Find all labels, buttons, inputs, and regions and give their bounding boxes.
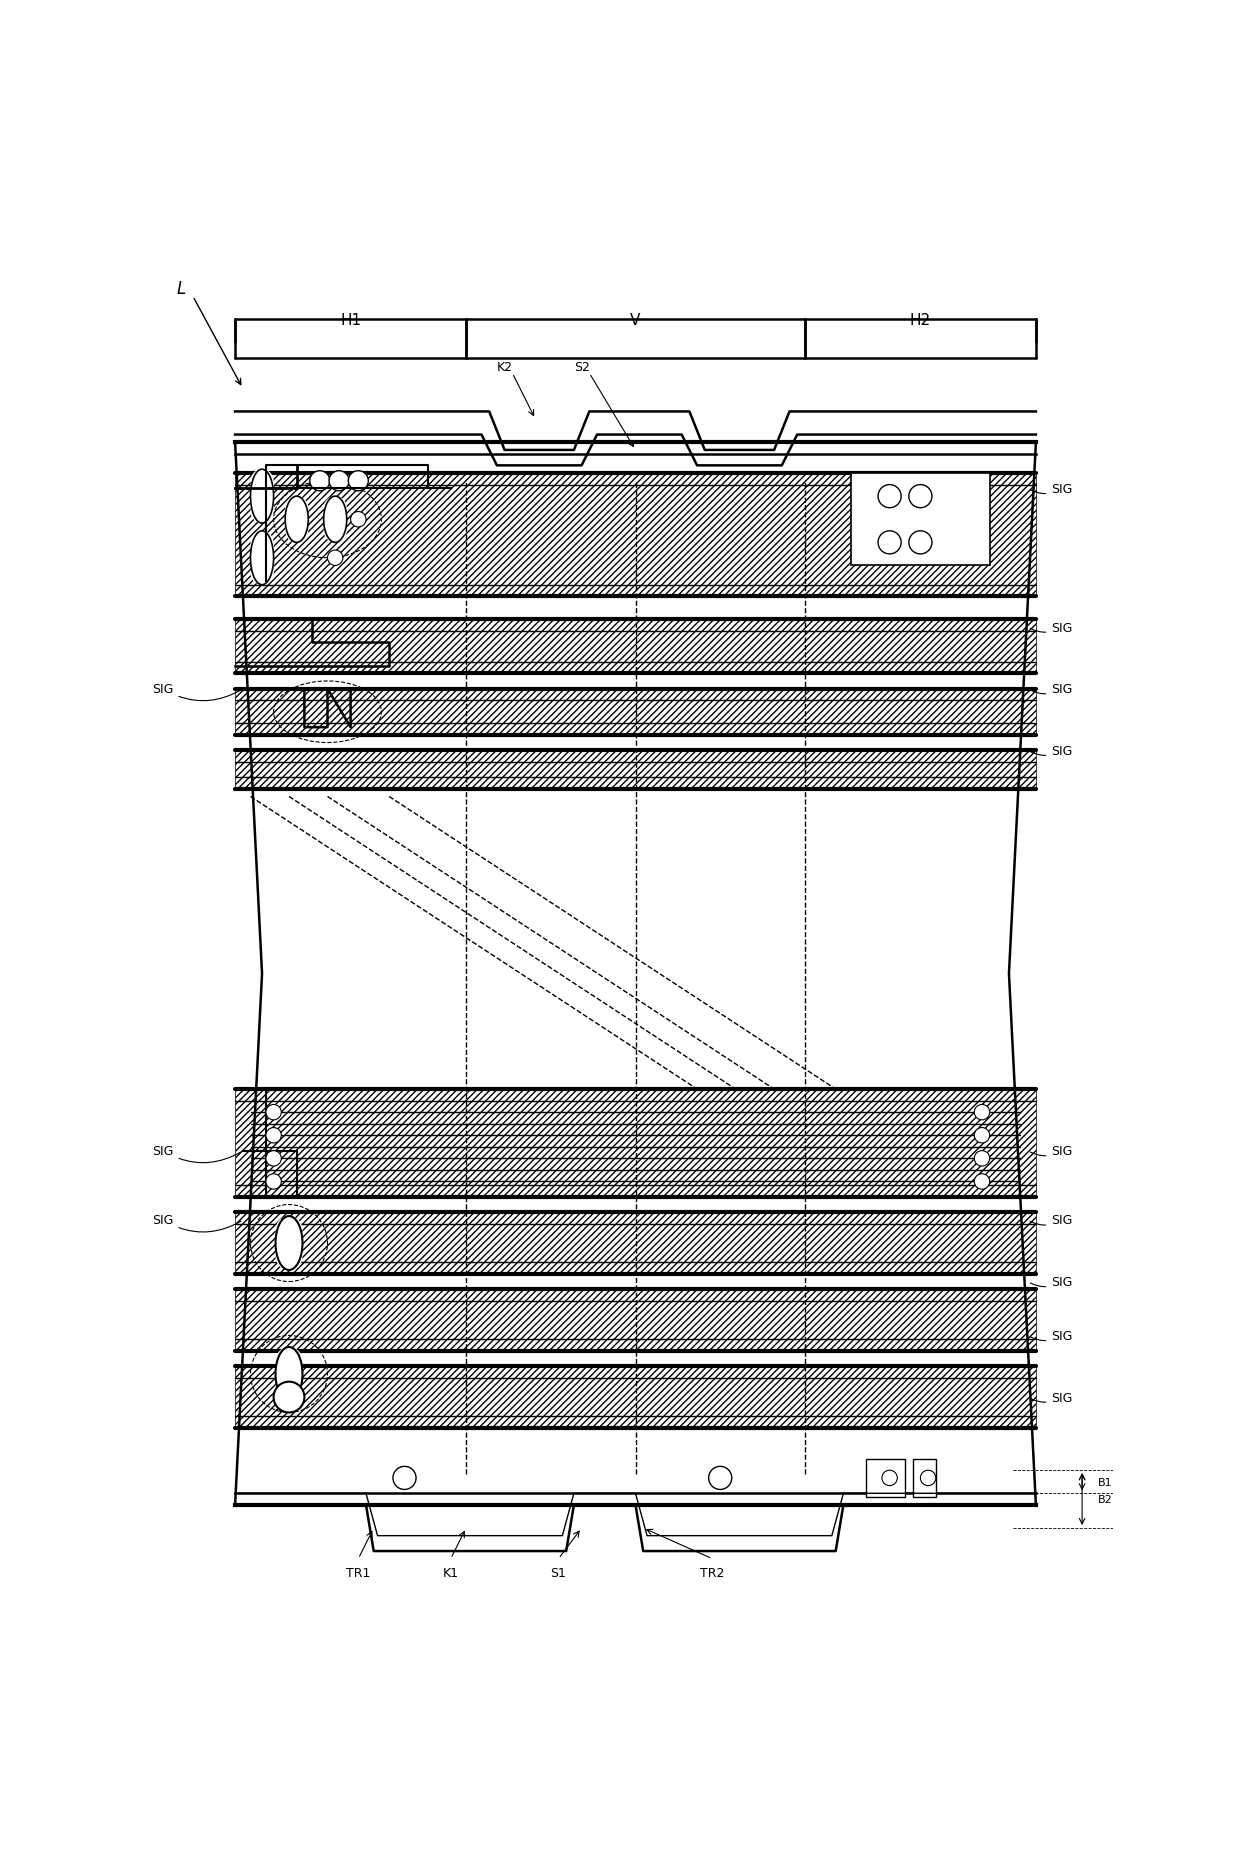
Text: S2: S2 [574,362,589,375]
Circle shape [920,1471,936,1486]
Text: TR1: TR1 [346,1566,371,1579]
Text: SIG: SIG [1030,1144,1073,1158]
Text: K2: K2 [496,362,512,375]
Bar [324,509,347,531]
Circle shape [250,501,274,524]
Bar [236,690,1035,736]
Circle shape [275,1374,303,1402]
Circle shape [274,1381,304,1413]
Circle shape [265,1152,281,1167]
Circle shape [348,472,368,492]
Text: SIG: SIG [153,1144,241,1163]
Text: B1: B1 [1097,1476,1112,1487]
Text: SIG: SIG [1030,682,1073,695]
Circle shape [265,1128,281,1143]
Text: L: L [176,280,186,298]
Bar [236,751,1035,788]
Text: V: V [630,313,641,328]
Circle shape [324,498,347,520]
Circle shape [250,470,274,494]
Ellipse shape [250,470,274,524]
Circle shape [708,1467,732,1489]
Text: SIG: SIG [1030,1391,1073,1404]
Bar [275,1230,303,1256]
Ellipse shape [275,1217,303,1271]
Ellipse shape [250,531,274,585]
Text: SIG: SIG [1030,1213,1073,1227]
Circle shape [878,485,901,509]
Circle shape [275,1348,303,1374]
Circle shape [975,1152,990,1167]
Ellipse shape [285,498,309,542]
Text: SIG: SIG [153,682,241,701]
Circle shape [265,1174,281,1189]
Text: H1: H1 [340,313,361,328]
Circle shape [975,1128,990,1143]
Circle shape [975,1105,990,1120]
Bar [285,509,309,531]
Text: SIG: SIG [1030,1275,1073,1288]
Bar [236,1366,1035,1428]
Circle shape [329,472,350,492]
Circle shape [250,563,274,585]
Circle shape [250,531,274,555]
Bar [913,1460,936,1497]
Text: B2: B2 [1097,1495,1112,1504]
Circle shape [275,1217,303,1243]
Text: TR2: TR2 [701,1566,724,1579]
Circle shape [327,550,343,567]
Bar [236,621,1035,675]
Ellipse shape [324,498,347,542]
Circle shape [878,531,901,555]
Circle shape [393,1467,417,1489]
Circle shape [975,1174,990,1189]
Bar [867,1460,905,1497]
Circle shape [909,485,932,509]
Bar [236,1290,1035,1351]
Circle shape [909,531,932,555]
Circle shape [324,520,347,542]
Circle shape [310,472,330,492]
Circle shape [351,513,366,528]
Text: SIG: SIG [1030,621,1073,634]
Bar [851,473,990,567]
Circle shape [265,1105,281,1120]
Text: SIG: SIG [1030,744,1073,757]
Circle shape [285,520,309,542]
Bar [236,1213,1035,1275]
Bar [275,1361,303,1387]
Text: H2: H2 [910,313,931,328]
Circle shape [275,1243,303,1271]
Bar [236,473,1035,596]
Bar [250,481,274,513]
Bar [236,1089,1035,1197]
Ellipse shape [275,1348,303,1402]
Text: S1: S1 [551,1566,567,1579]
Text: SIG: SIG [153,1213,241,1232]
Text: SIG: SIG [1030,1329,1073,1342]
Circle shape [882,1471,898,1486]
Text: K1: K1 [443,1566,459,1579]
Bar [250,542,274,574]
Circle shape [285,498,309,520]
Text: SIG: SIG [1030,483,1073,496]
